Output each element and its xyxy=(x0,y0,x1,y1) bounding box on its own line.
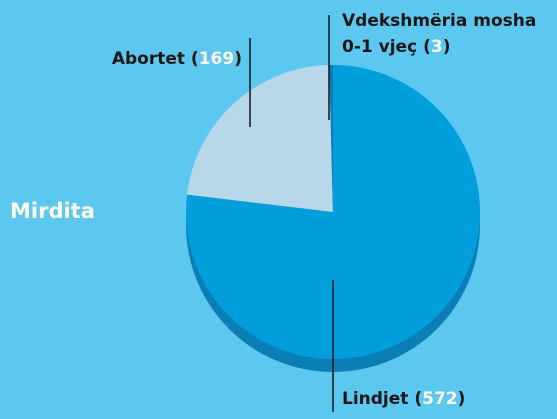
value-label: 572 xyxy=(422,389,458,409)
slice-label: Abortet (169) xyxy=(111,49,242,69)
pie-slice xyxy=(329,65,333,212)
category-label: Vdekshmëria mosha 0-1 vjeç xyxy=(342,11,537,57)
value-label: 3 xyxy=(430,37,443,57)
chart-title: Mirdita xyxy=(10,199,95,223)
pie-slice xyxy=(187,65,333,212)
value-label: 169 xyxy=(198,49,235,69)
slice-label: Vdekshmëria mosha 0-1 vjeç (3) xyxy=(342,11,537,57)
slice-label: Lindjet (572) xyxy=(342,389,466,409)
category-label: Lindjet xyxy=(342,389,409,409)
category-label: Abortet xyxy=(111,49,186,69)
